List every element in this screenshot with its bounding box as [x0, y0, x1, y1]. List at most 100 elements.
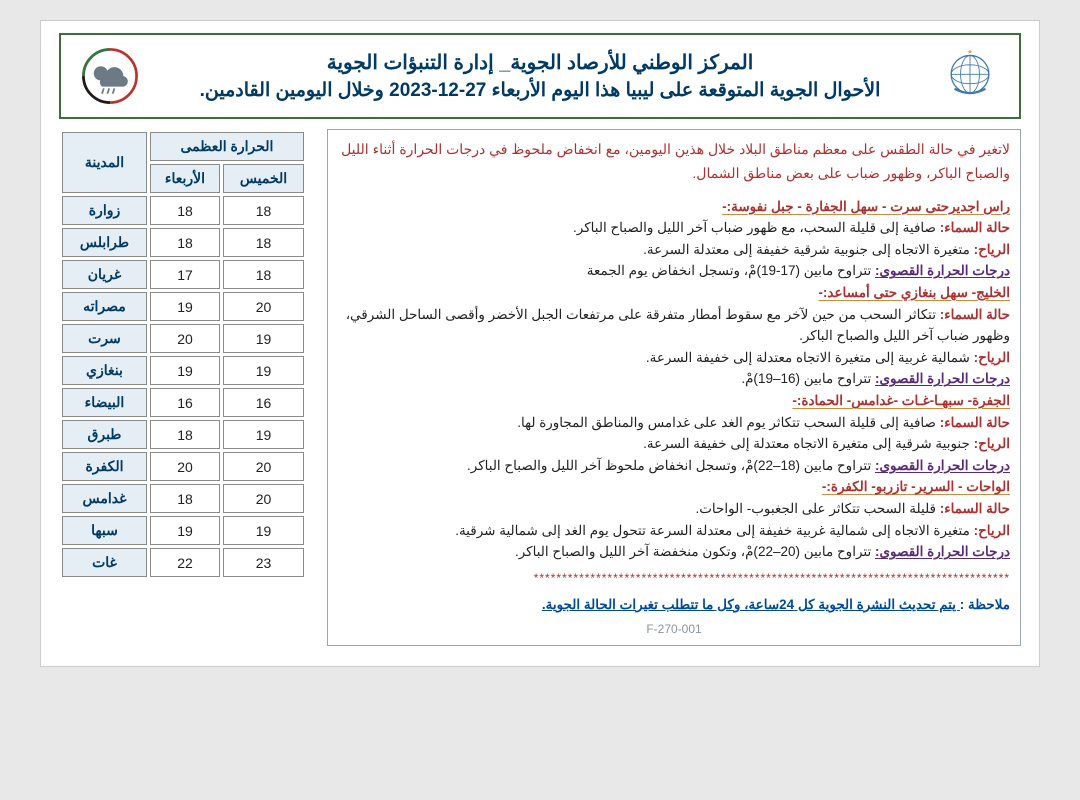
- temp-day2: 20: [223, 292, 304, 321]
- weather-logo-icon: [75, 41, 145, 111]
- temp-day2: 18: [223, 196, 304, 225]
- bulletin-subtitle: الأحوال الجوية المتوقعة على ليبيا هذا ال…: [145, 79, 935, 102]
- city-name: بنغازي: [62, 356, 147, 385]
- wind-text: جنوبية شرقية إلى متغيرة الاتجاه معتدلة إ…: [643, 436, 973, 451]
- temp-day2: 19: [223, 420, 304, 449]
- sky-label: حالة السماء:: [940, 415, 1010, 430]
- region-title: الخليج- سهل بنغازي حتى أمساعد:-: [818, 285, 1010, 300]
- temp-day1: 22: [150, 548, 220, 577]
- org-title: المركز الوطني للأرصاد الجوية_ إدارة التن…: [145, 50, 935, 75]
- wind-label: الرياح:: [974, 242, 1010, 257]
- table-row: 2322غات: [62, 548, 304, 577]
- table-row: 1919سبها: [62, 516, 304, 545]
- wind-text: شمالية غربية إلى متغيرة الاتجاه معتدلة إ…: [646, 350, 974, 365]
- sky-label: حالة السماء:: [940, 220, 1010, 235]
- city-name: غات: [62, 548, 147, 577]
- sky-text: قليلة السحب تتكاثر على الجغبوب- الواحات.: [695, 501, 939, 516]
- temp-day1: 19: [150, 292, 220, 321]
- temp-day1: 18: [150, 484, 220, 513]
- document-code: F-270-001: [646, 620, 701, 639]
- region-block-3: الواحات - السرير- تازربو- الكفرة:- حالة …: [338, 476, 1010, 562]
- temp-day1: 18: [150, 420, 220, 449]
- temp-day2: 19: [223, 324, 304, 353]
- temp-text: تتراوح مابين (20–22)مْ، وتكون منخفضة آخر…: [515, 544, 875, 559]
- temp-label: درجات الحرارة القصوى:: [875, 263, 1010, 278]
- table-row: 2018غدامس: [62, 484, 304, 513]
- table-row: 1818زوارة: [62, 196, 304, 225]
- temp-label: درجات الحرارة القصوى:: [875, 544, 1010, 559]
- day2-header: الخميس: [223, 164, 304, 193]
- day1-header: الأربعاء: [150, 164, 220, 193]
- temp-day1: 19: [150, 356, 220, 385]
- temp-day2: 20: [223, 484, 304, 513]
- note-line: ملاحظة : يتم تحديث النشرة الجوية كل 24سا…: [338, 594, 1010, 616]
- region-block-0: راس اجديرحتى سرت - سهل الجفارة - جبل نفو…: [338, 196, 1010, 282]
- wind-text: متغيرة الاتجاه إلى شمالية غربية خفيفة إل…: [455, 523, 973, 538]
- temp-day2: 19: [223, 356, 304, 385]
- sky-text: صافية إلى قليلة السحب تتكاثر يوم الغد عل…: [517, 415, 940, 430]
- city-name: سبها: [62, 516, 147, 545]
- wind-text: متغيرة الاتجاه إلى جنوبية شرقية خفيفة إل…: [643, 242, 973, 257]
- wind-label: الرياح:: [974, 523, 1010, 538]
- content-row: لاتغير في حالة الطقس على معظم مناطق البل…: [59, 129, 1021, 646]
- temp-day1: 20: [150, 324, 220, 353]
- header-bar: المركز الوطني للأرصاد الجوية_ إدارة التن…: [59, 33, 1021, 119]
- temp-day2: 16: [223, 388, 304, 417]
- region-title: راس اجديرحتى سرت - سهل الجفارة - جبل نفو…: [722, 199, 1010, 214]
- wind-label: الرياح:: [974, 436, 1010, 451]
- temp-label: درجات الحرارة القصوى:: [875, 371, 1010, 386]
- table-head-row-1: الحرارة العظمى المدينة: [62, 132, 304, 161]
- temp-day1: 20: [150, 452, 220, 481]
- wind-label: الرياح:: [974, 350, 1010, 365]
- temp-day2: 23: [223, 548, 304, 577]
- temp-day1: 18: [150, 228, 220, 257]
- sky-text: صافية إلى قليلة السحب، مع ظهور ضباب آخر …: [573, 220, 940, 235]
- city-name: سرت: [62, 324, 147, 353]
- city-name: غريان: [62, 260, 147, 289]
- city-name: الكفرة: [62, 452, 147, 481]
- city-name: مصراته: [62, 292, 147, 321]
- temperature-table: الحرارة العظمى المدينة الخميس الأربعاء 1…: [59, 129, 307, 646]
- temp-text: تتراوح مابين (17-19)مْ، وتسجل انخفاض يوم…: [587, 263, 875, 278]
- table-row: 1919بنغازي: [62, 356, 304, 385]
- temp-label: درجات الحرارة القصوى:: [875, 458, 1010, 473]
- city-name: غدامس: [62, 484, 147, 513]
- city-name: طرابلس: [62, 228, 147, 257]
- city-name: زوارة: [62, 196, 147, 225]
- temp-text: تتراوح مابين (18–22)مْ، وتسجل انخفاض ملح…: [467, 458, 875, 473]
- table-row: 1920سرت: [62, 324, 304, 353]
- temps-table: الحرارة العظمى المدينة الخميس الأربعاء 1…: [59, 129, 307, 580]
- table-row: 1918طبرق: [62, 420, 304, 449]
- sky-label: حالة السماء:: [940, 307, 1010, 322]
- summary-text: لاتغير في حالة الطقس على معظم مناطق البل…: [338, 138, 1010, 186]
- un-emblem-icon: [935, 41, 1005, 111]
- temp-day1: 18: [150, 196, 220, 225]
- table-row: 2020الكفرة: [62, 452, 304, 481]
- temp-day2: 18: [223, 228, 304, 257]
- temp-text: تتراوح مابين (16–19)مْ.: [741, 371, 875, 386]
- temp-day1: 19: [150, 516, 220, 545]
- region-block-1: الخليج- سهل بنغازي حتى أمساعد:- حالة الس…: [338, 282, 1010, 390]
- forecast-text-panel: لاتغير في حالة الطقس على معظم مناطق البل…: [327, 129, 1021, 646]
- max-temp-header: الحرارة العظمى: [150, 132, 304, 161]
- temp-day2: 18: [223, 260, 304, 289]
- sky-text: تتكاثر السحب من حين لآخر مع سقوط أمطار م…: [346, 307, 1010, 344]
- header-title: المركز الوطني للأرصاد الجوية_ إدارة التن…: [145, 50, 935, 102]
- region-block-2: الجفرة- سبهـا-غـات -غدامس- الحمادة:- حال…: [338, 390, 1010, 476]
- table-row: 1818طرابلس: [62, 228, 304, 257]
- note-label: ملاحظة :: [960, 597, 1010, 612]
- sky-label: حالة السماء:: [940, 501, 1010, 516]
- temp-day2: 20: [223, 452, 304, 481]
- city-name: البيضاء: [62, 388, 147, 417]
- weather-bulletin-page: المركز الوطني للأرصاد الجوية_ إدارة التن…: [40, 20, 1040, 667]
- city-name: طبرق: [62, 420, 147, 449]
- region-title: الجفرة- سبهـا-غـات -غدامس- الحمادة:-: [792, 393, 1010, 408]
- temp-day2: 19: [223, 516, 304, 545]
- table-row: 2019مصراته: [62, 292, 304, 321]
- separator-stars: ****************************************…: [338, 569, 1010, 588]
- region-title: الواحات - السرير- تازربو- الكفرة:-: [822, 479, 1010, 494]
- table-row: 1616البيضاء: [62, 388, 304, 417]
- city-header: المدينة: [62, 132, 147, 193]
- note-text: يتم تحديث النشرة الجوية كل 24ساعة، وكل م…: [542, 597, 960, 612]
- table-row: 1817غريان: [62, 260, 304, 289]
